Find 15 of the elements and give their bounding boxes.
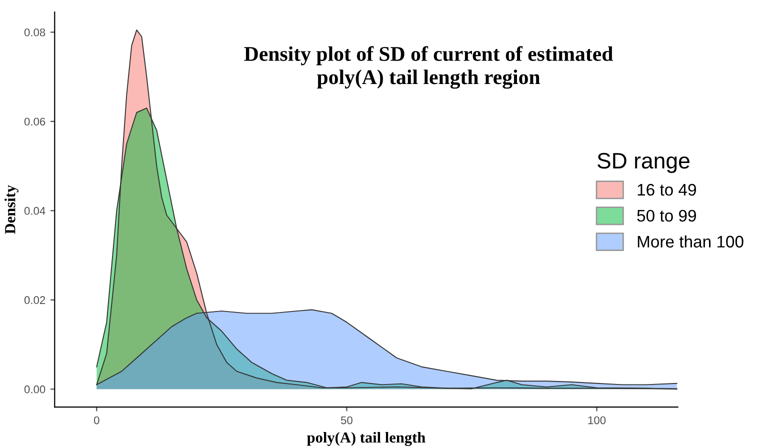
x-axis-title: poly(A) tail length <box>307 432 426 446</box>
y-tick-label: 0.02 <box>24 296 46 304</box>
legend-label: 50 to 99 <box>637 210 696 222</box>
y-tick-label: 0.04 <box>24 206 46 215</box>
legend-label: More than 100 <box>638 235 744 248</box>
legend-title: SD range <box>598 152 690 174</box>
text: Density plot of SD of current of estimated poly(A) tail length region <box>244 46 613 89</box>
y-tick-label: 0.06 <box>24 118 46 126</box>
x-tick-label: 0 <box>94 416 100 424</box>
y-axis-title: Density <box>4 185 18 234</box>
legend-label: 16 to 49 <box>638 184 696 196</box>
y-tick-label: 0.08 <box>24 28 46 36</box>
y-tick-label: 0.00 <box>24 385 46 394</box>
x-tick-label: 50 <box>340 416 352 424</box>
x-tick-label: 100 <box>588 416 606 424</box>
